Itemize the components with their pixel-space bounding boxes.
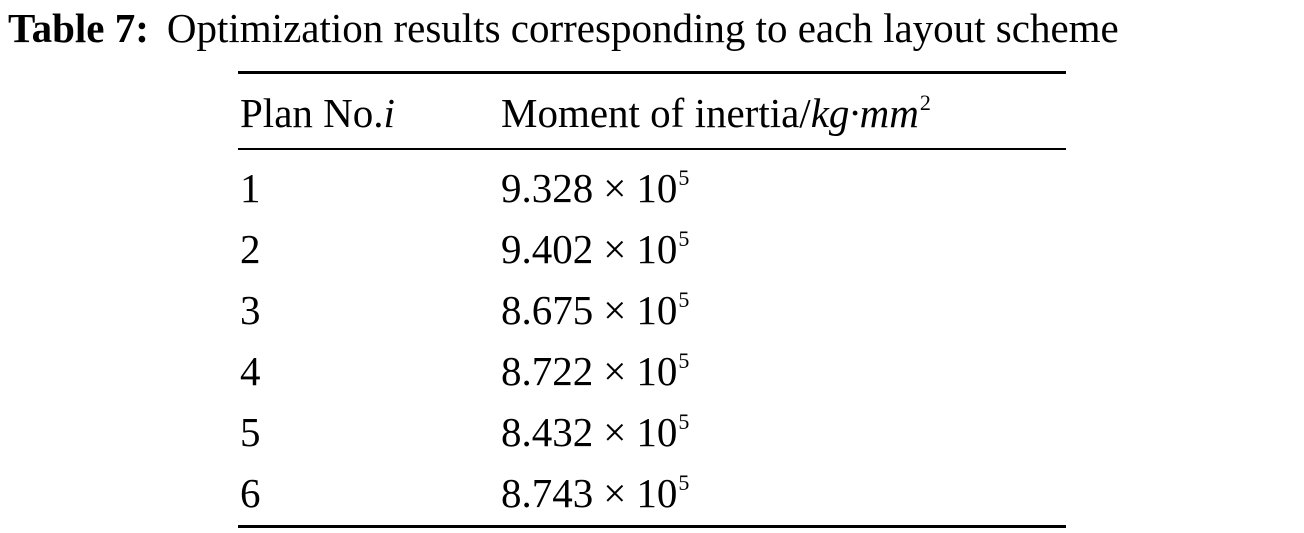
table-row-moment: 8.722 × 105 bbox=[501, 347, 689, 402]
column-header-moment-unit: kg·mm bbox=[810, 90, 919, 136]
moment-base: 10 bbox=[636, 470, 678, 516]
table-row-moment: 8.675 × 105 bbox=[501, 286, 689, 341]
table-bottom-rule bbox=[238, 525, 1066, 528]
moment-exponent: 5 bbox=[678, 409, 690, 434]
times-symbol: × bbox=[603, 409, 627, 455]
column-header-moment: Moment of inertia/kg·mm2 bbox=[501, 89, 931, 144]
moment-exponent: 5 bbox=[678, 470, 690, 495]
moment-mantissa: 8.432 bbox=[501, 409, 594, 455]
moment-base: 10 bbox=[636, 348, 678, 394]
table-row-moment: 8.743 × 105 bbox=[501, 469, 689, 524]
times-symbol: × bbox=[603, 287, 627, 333]
moment-mantissa: 8.675 bbox=[501, 287, 594, 333]
moment-base: 10 bbox=[636, 287, 678, 333]
moment-base: 10 bbox=[636, 165, 678, 211]
column-header-plan: Plan No.i bbox=[240, 89, 395, 137]
times-symbol: × bbox=[603, 348, 627, 394]
table-row-plan: 5 bbox=[240, 409, 261, 455]
times-symbol: × bbox=[603, 470, 627, 516]
table-row-plan: 4 bbox=[240, 348, 261, 394]
table-caption: Table 7: Optimization results correspondi… bbox=[8, 4, 1119, 52]
times-symbol: × bbox=[603, 165, 627, 211]
moment-mantissa: 9.328 bbox=[501, 165, 594, 211]
table-caption-text: Optimization results corresponding to ea… bbox=[166, 5, 1119, 51]
table-row-moment: 9.328 × 105 bbox=[501, 164, 689, 219]
moment-base: 10 bbox=[636, 409, 678, 455]
moment-exponent: 5 bbox=[678, 165, 690, 190]
table-top-rule bbox=[238, 71, 1066, 74]
table-row-plan: 1 bbox=[240, 165, 261, 211]
table-header-rule bbox=[238, 148, 1066, 150]
times-symbol: × bbox=[603, 226, 627, 272]
moment-exponent: 5 bbox=[678, 226, 690, 251]
column-header-plan-variable: i bbox=[383, 90, 395, 136]
table-row-moment: 9.402 × 105 bbox=[501, 225, 689, 280]
moment-mantissa: 8.722 bbox=[501, 348, 594, 394]
moment-mantissa: 8.743 bbox=[501, 470, 594, 516]
table-row-moment: 8.432 × 105 bbox=[501, 408, 689, 463]
moment-exponent: 5 bbox=[678, 287, 690, 312]
table-row-plan: 6 bbox=[240, 470, 261, 516]
column-header-moment-text: Moment of inertia/ bbox=[501, 90, 811, 136]
column-header-moment-unit-exponent: 2 bbox=[919, 90, 931, 115]
moment-exponent: 5 bbox=[678, 348, 690, 373]
table-row-plan: 3 bbox=[240, 287, 261, 333]
table-caption-label: Table 7: bbox=[8, 5, 149, 51]
column-header-plan-text: Plan No. bbox=[240, 90, 384, 136]
table-row-plan: 2 bbox=[240, 226, 261, 272]
moment-mantissa: 9.402 bbox=[501, 226, 594, 272]
moment-base: 10 bbox=[636, 226, 678, 272]
